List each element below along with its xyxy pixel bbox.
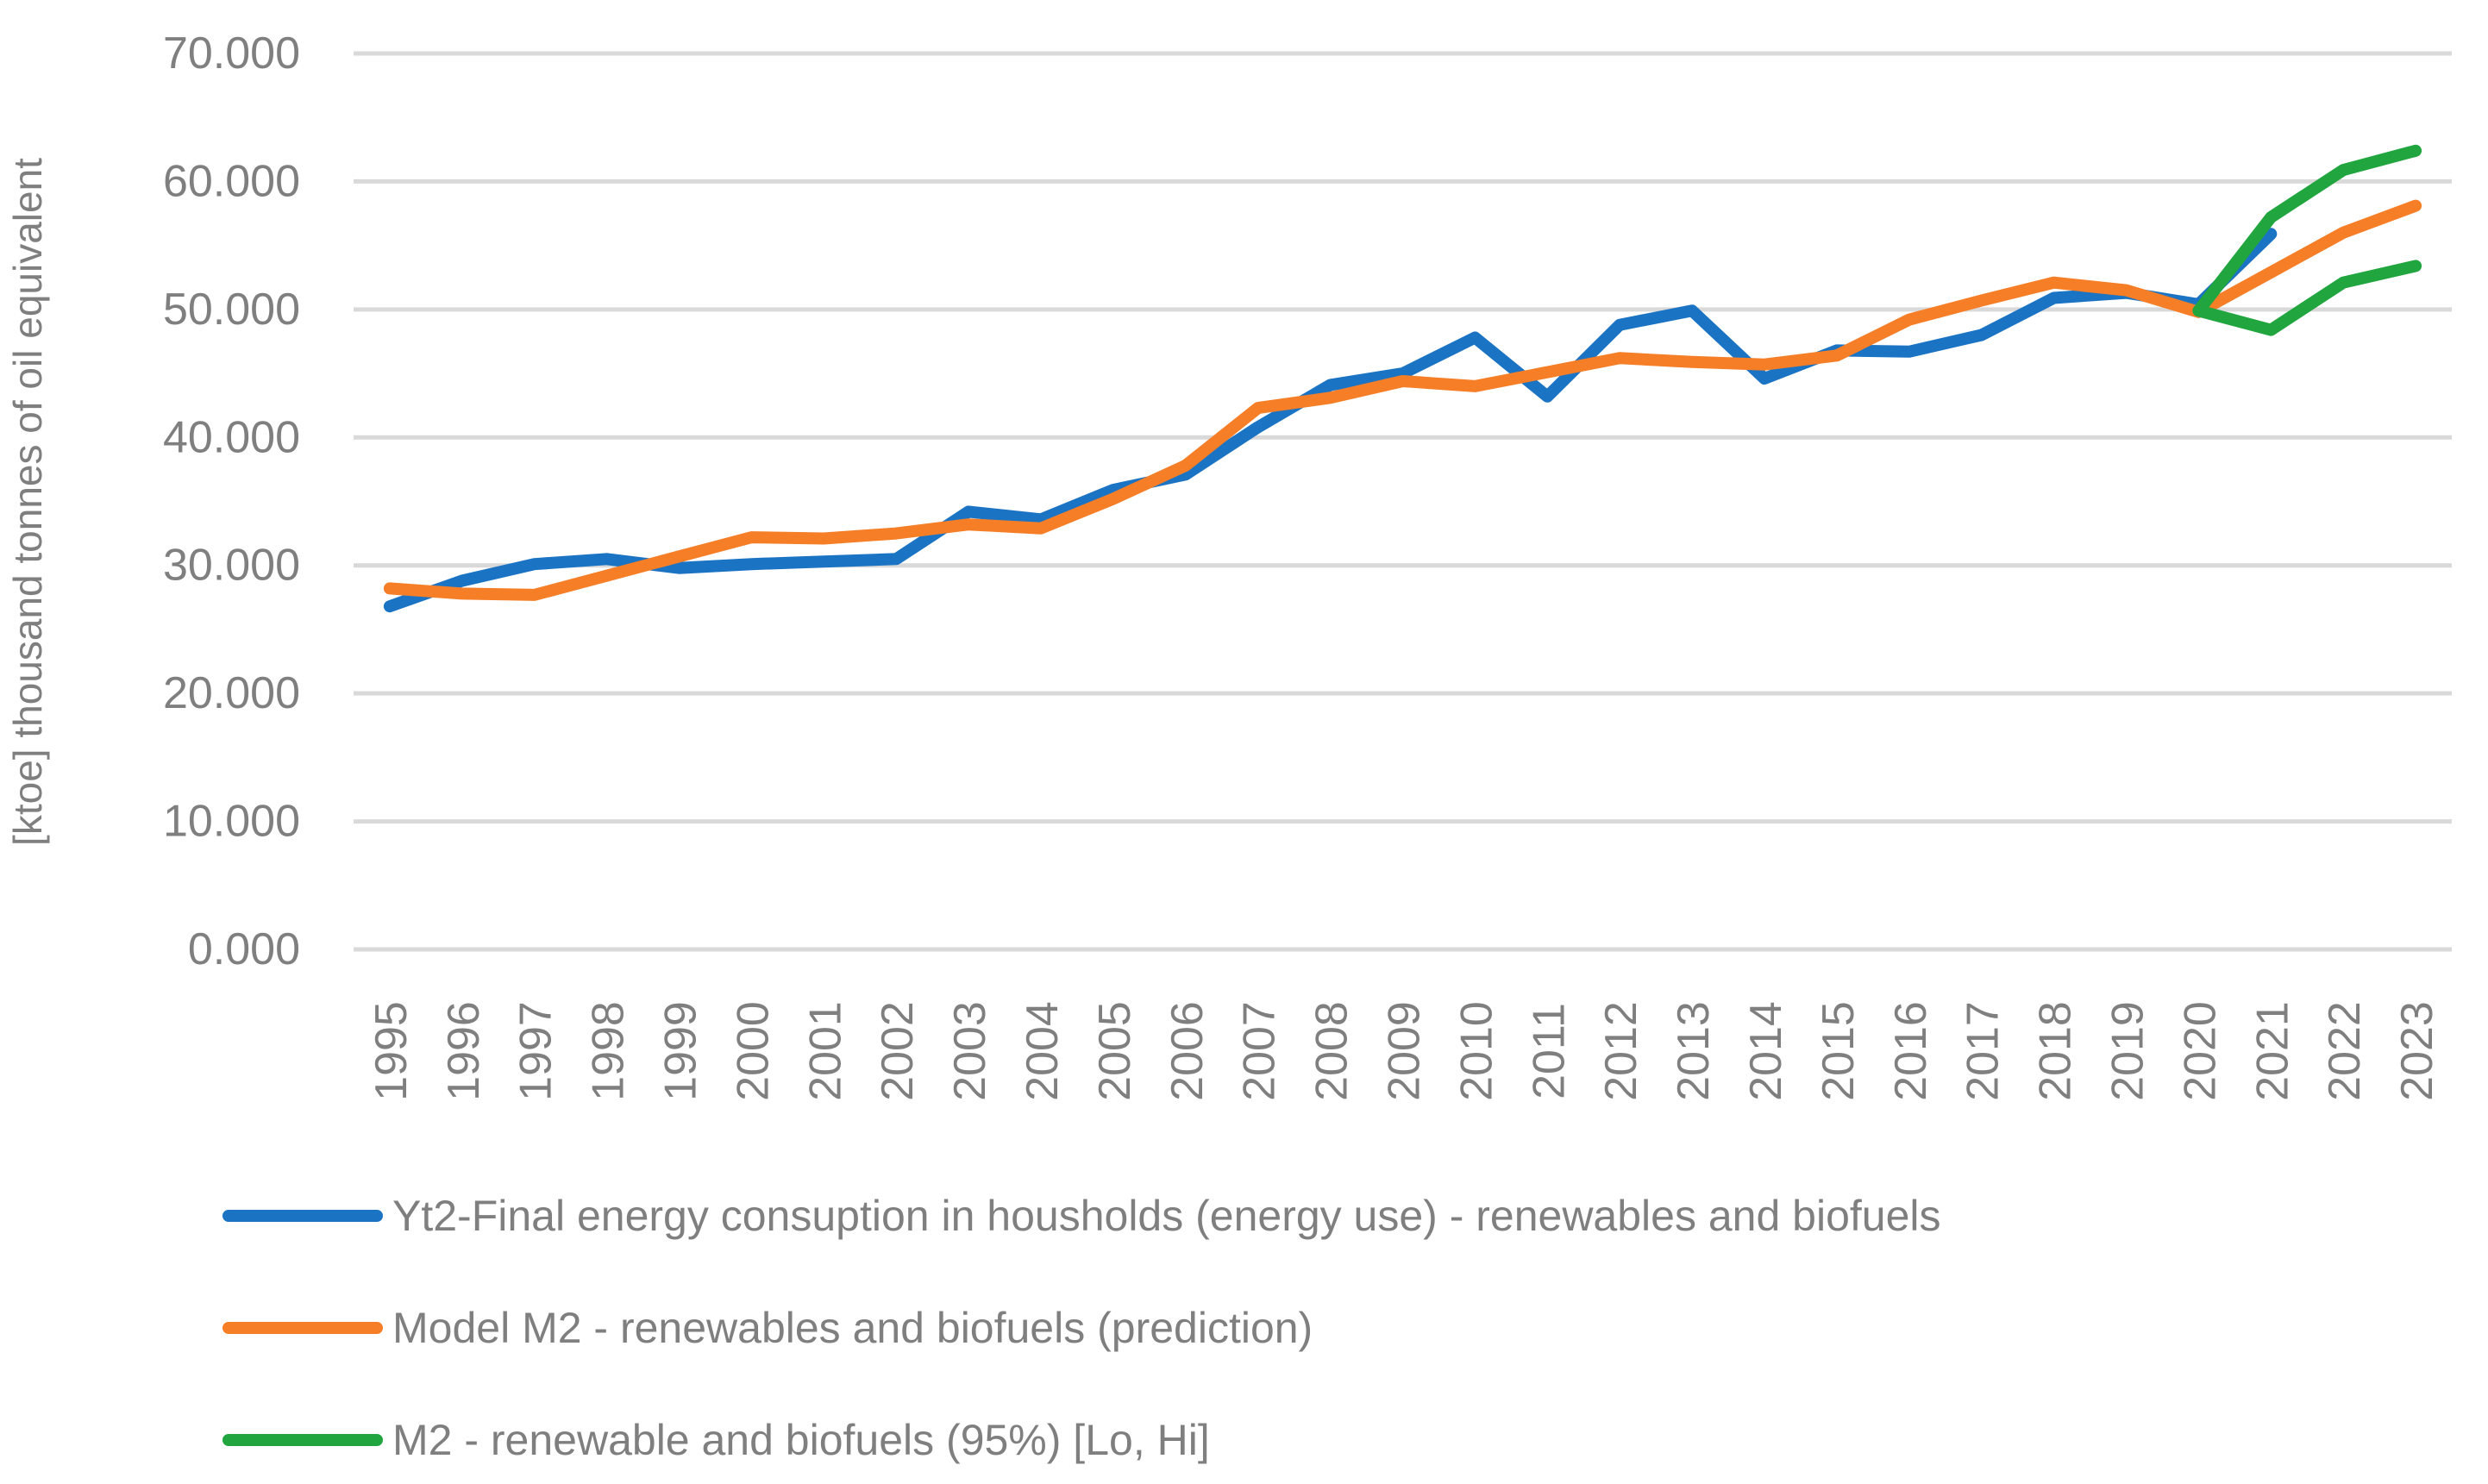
x-axis-tick-label: 2000 [728,1001,778,1101]
x-axis-tick-label: 2018 [2031,1001,2081,1101]
y-axis-tick-label: 10.000 [163,797,300,847]
series-line-m2-prediction [383,199,2422,601]
y-axis-tick-label: 40.000 [163,412,300,462]
x-axis-tick-label: 2014 [1741,1001,1791,1101]
x-axis-tick-label: 2015 [1814,1001,1864,1101]
x-axis-tick-label: 2005 [1090,1001,1140,1101]
legend-label-m2-prediction: Model M2 - renewables and biofuels (pred… [392,1304,1313,1352]
series-line-yt2-actual [383,228,2278,613]
legend-label-yt2-actual: Yt2-Final energy consuption in housholds… [392,1192,1941,1240]
x-axis-tick-label: 2022 [2320,1001,2370,1101]
x-axis-tick-label: 2023 [2392,1001,2442,1101]
y-axis-tick-label: 50.000 [163,285,300,335]
x-axis-tick-label: 2013 [1669,1001,1719,1101]
x-axis-tick-label: 2001 [800,1001,850,1101]
series-line-m2-ci-hi [2192,144,2422,317]
y-axis-tick-label: 70.000 [163,28,300,78]
x-axis-tick-label: 2007 [1235,1001,1285,1101]
legend: Yt2-Final energy consuption in housholds… [222,1192,1941,1464]
x-axis-tick-label: 2021 [2247,1001,2297,1101]
x-axis-tick-label: 1998 [584,1001,634,1101]
y-axis-tick-labels: 0.000 10.000 20.000 30.000 40.000 50.000 60.00… [163,28,300,974]
y-axis-title: [ktoe] thousand tonnes of oil equivalent [5,158,50,846]
x-axis-tick-labels: 1995 1996 1997 1998 1999 2000 2001 2002 2003 2004… [367,1001,2442,1101]
x-axis-tick-label: 2002 [873,1001,923,1101]
x-axis-tick-label: 2019 [2103,1001,2153,1101]
x-axis-tick-label: 1997 [511,1001,561,1101]
x-axis-tick-label: 2016 [1886,1001,1936,1101]
x-axis-tick-label: 2006 [1163,1001,1213,1101]
x-axis-tick-label: 2003 [945,1001,995,1101]
y-axis-tick-label: 60.000 [163,156,300,206]
gridlines [354,51,2452,952]
x-axis-tick-label: 2009 [1380,1001,1430,1101]
legend-label-m2-confidence: M2 - renewable and biofuels (95%) [Lo, H… [392,1416,1210,1464]
y-axis-tick-label: 30.000 [163,541,300,591]
x-axis-tick-label: 2020 [2175,1001,2225,1101]
y-axis-tick-label: 20.000 [163,668,300,718]
series-lines [383,144,2422,613]
y-axis-tick-label: 0.000 [188,924,300,974]
x-axis-tick-label: 2004 [1018,1001,1068,1101]
x-axis-tick-label: 1999 [656,1001,706,1101]
x-axis-tick-label: 2008 [1307,1001,1357,1101]
x-axis-tick-label: 2012 [1596,1001,1646,1101]
x-axis-tick-label: 2017 [1958,1001,2009,1101]
x-axis-tick-label: 1996 [439,1001,489,1101]
x-axis-tick-label: 1995 [367,1001,417,1101]
series-line-m2-ci-lo [2192,260,2422,336]
x-axis-tick-label: 2010 [1451,1001,1501,1101]
x-axis-tick-label: 2011 [1524,1003,1574,1099]
